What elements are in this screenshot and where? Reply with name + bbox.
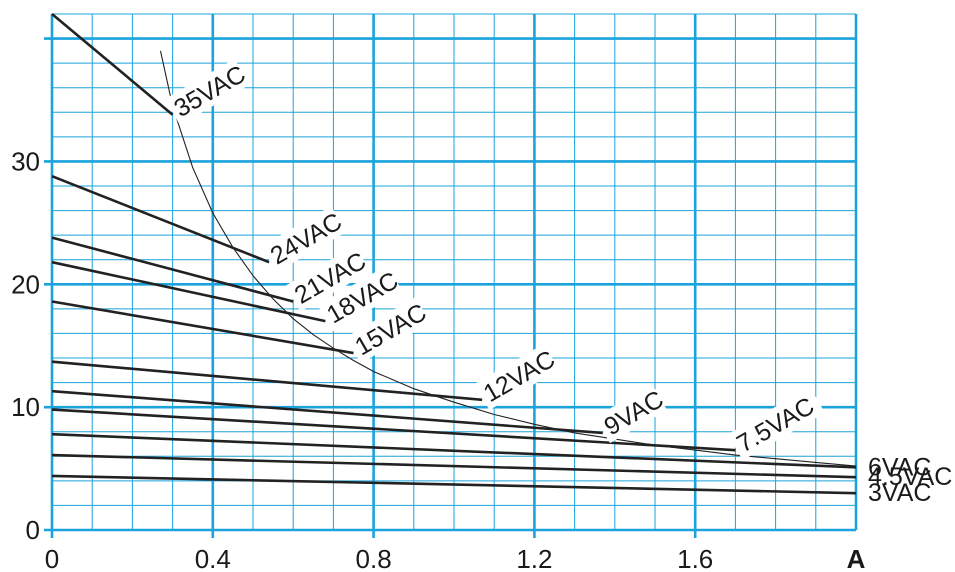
label-backdrop [164,58,250,125]
label-backdrop [285,245,371,312]
series-line-12vac [51,360,483,402]
label-backdrop [261,206,347,273]
series-line-4.5vac [51,453,857,479]
series-label-4.5vac: 4.5VAC [868,463,952,491]
x-axis-ticks: 0 0.4 0.8 1.2 1.6 [45,530,713,572]
series-label-3vac: 3VAC [868,479,931,507]
x-unit-label: A [847,544,866,572]
series-line-9vac [51,389,603,435]
label-backdrop [727,386,825,461]
label-backdrop [474,343,560,410]
series-label-group: 35VAC [164,58,250,125]
label-backdrop [595,384,668,444]
series-line-21vac [51,236,294,303]
series-label-9vac: 9VAC [599,385,668,441]
series-label-6vac: 6VAC [868,453,931,481]
y-tick-label: 20 [11,269,40,299]
series-label-group: 9VAC [595,384,668,444]
series-label-group: 3VAC [868,479,931,507]
y-axis-ticks: 0 10 20 30 [11,146,40,545]
power-curve [159,50,857,467]
series-line-15vac [51,300,354,355]
x-tick-label: 1.6 [677,544,713,572]
series-line-6vac [51,432,857,469]
series-line-3vac [51,474,857,495]
series-line-18vac [51,260,326,323]
series-label-group: 4.5VAC [868,463,952,491]
grid-minor [51,13,857,531]
grid-major [44,14,858,532]
series-line-35vac [51,13,174,116]
series-label-group: 7.5VAC [727,386,825,461]
y-tick-label: 0 [26,515,40,545]
series-label-group: 12VAC [474,343,560,410]
series-label-12vac: 12VAC [479,345,560,408]
series-label-35vac: 35VAC [169,60,250,123]
series-line-7.5vac [51,408,736,452]
x-tick-label: 1.2 [516,544,552,572]
label-backdrop [345,297,431,364]
series-line-24vac [51,174,270,264]
y-tick-label: 30 [11,146,40,176]
series-label-group: 6VAC [868,453,931,481]
x-tick-label: 0 [45,544,59,572]
label-backdrop [317,265,403,332]
x-tick-label: 0.8 [356,544,392,572]
series-lines [51,13,857,495]
x-tick-label: 0.4 [195,544,231,572]
y-tick-label: 10 [11,392,40,422]
